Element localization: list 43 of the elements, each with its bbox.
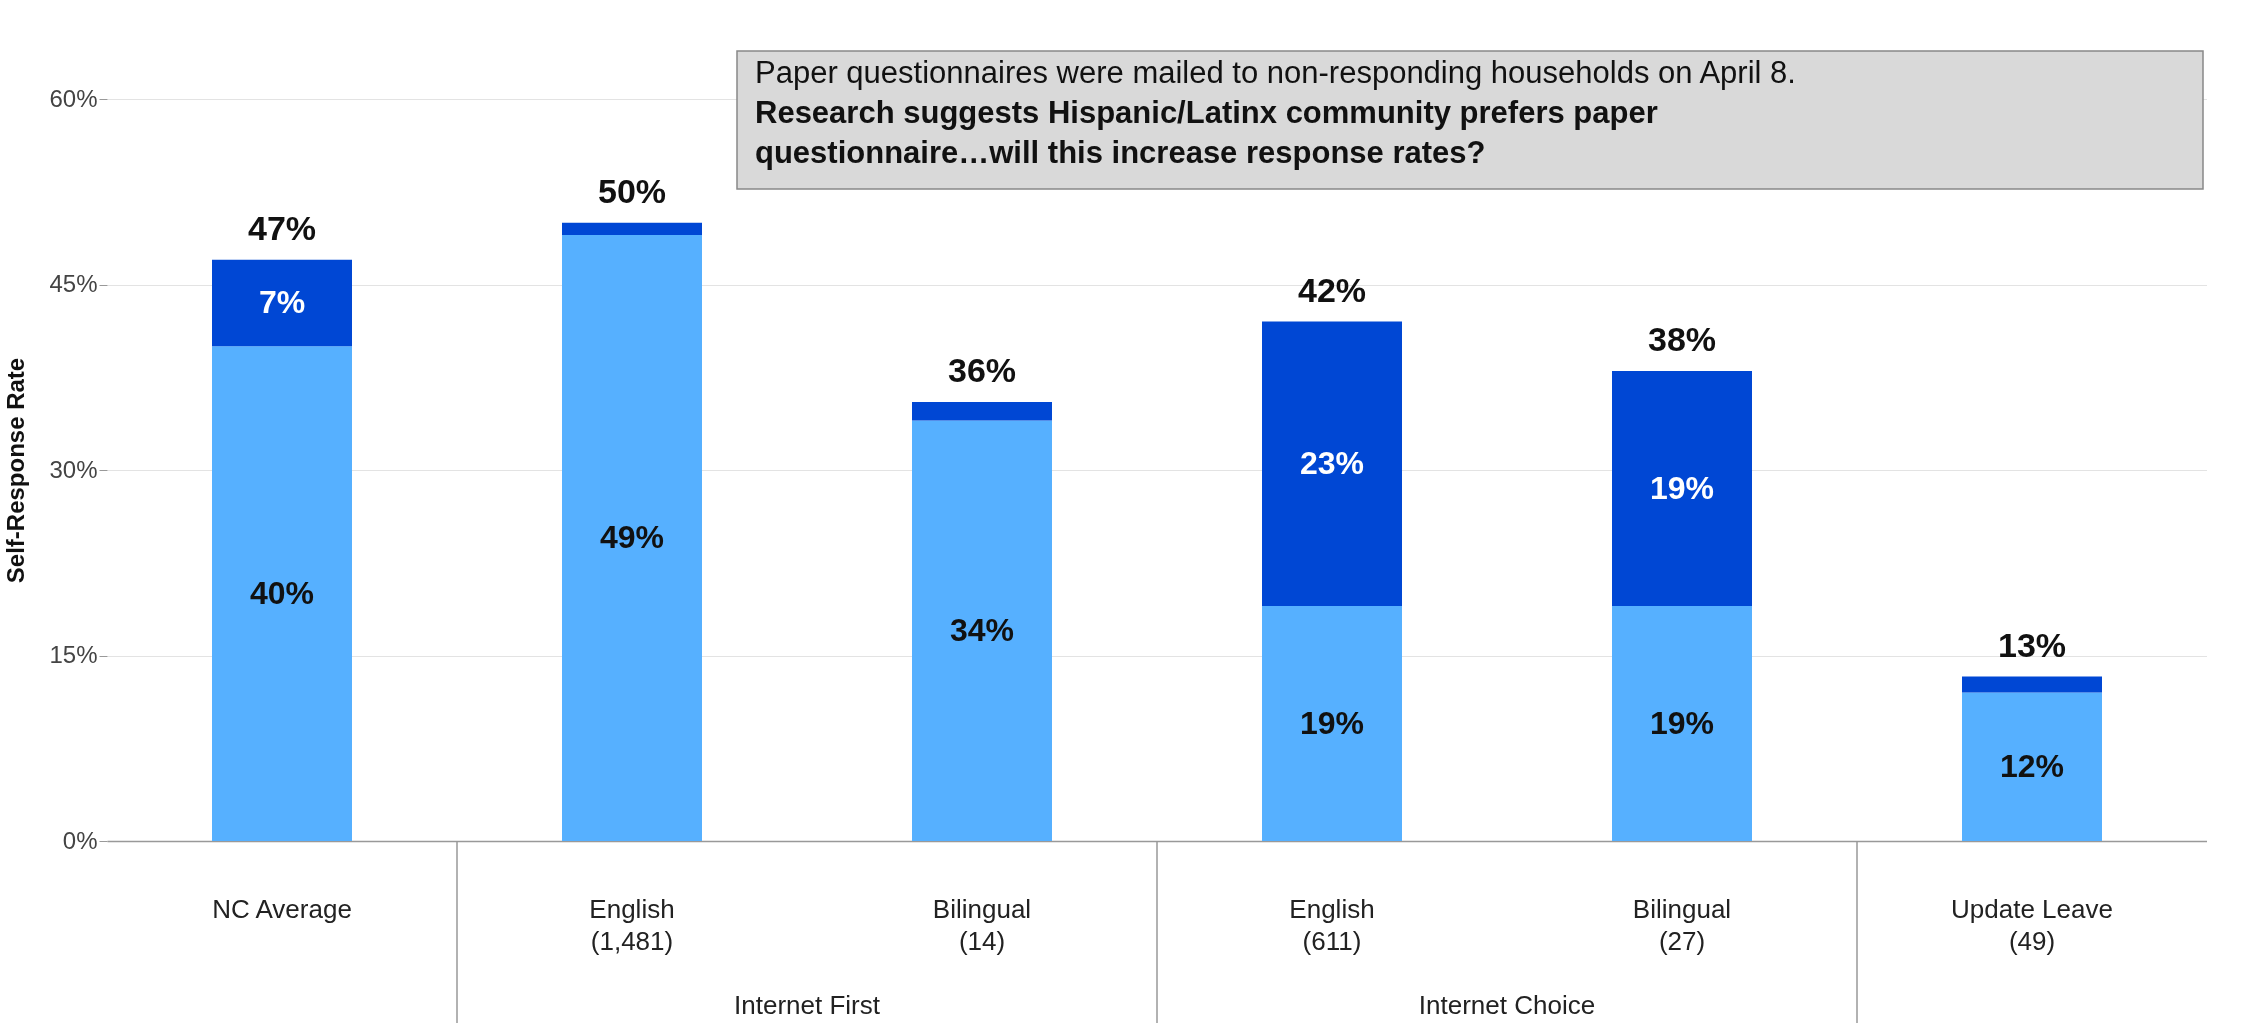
total-label: 47% [247, 208, 317, 247]
bar [1962, 692, 2102, 841]
y-tick-label: 60% [49, 84, 98, 112]
data-label: 23% [1299, 444, 1365, 481]
x-tick-label: NC Average [212, 893, 352, 924]
x-tick-label: Update Leave (49) [1951, 893, 2113, 956]
total-label: 36% [947, 350, 1017, 389]
text: Paper questionnaires were mailed to non-responding households on April 8. [755, 55, 1796, 90]
data-label: 49% [599, 519, 665, 556]
data-label: 19% [1649, 704, 1715, 741]
y-tick-label: 15% [49, 641, 98, 668]
bar [1262, 606, 1402, 841]
bar [212, 346, 352, 841]
bar [212, 259, 352, 347]
y-axis-title: Self-Response Rate [2, 357, 30, 584]
total-label: 38% [1647, 320, 1717, 359]
bar [912, 420, 1052, 841]
data-label: 19% [1649, 469, 1715, 506]
data-label: 40% [249, 574, 315, 611]
x-tick-label: Bilingual (14) [932, 893, 1032, 956]
bar [912, 401, 1052, 421]
bar [562, 235, 702, 841]
bar [1612, 606, 1752, 841]
data-label: 7% [258, 284, 306, 321]
total-label: 50% [597, 171, 667, 210]
data-label: 19% [1299, 704, 1365, 741]
y-tick-label: 30% [49, 455, 98, 483]
bar [1612, 371, 1752, 607]
y-tick-label: 45% [49, 270, 98, 297]
x-tick-label: English (611) [1289, 893, 1375, 956]
total-label: 13% [1997, 625, 2067, 664]
data-label: 12% [1999, 747, 2065, 784]
annotation: Research suggests Hispanic/Latinx community prefers paper questionnaire…will this increase response rates? [755, 95, 1658, 170]
bar [1962, 676, 2102, 693]
text: Internet Choice [1418, 990, 1596, 1020]
data-label: 34% [949, 611, 1015, 648]
text: Internet First [734, 990, 881, 1020]
bar [1262, 321, 1402, 607]
x-tick-label: Bilingual (27) [1632, 893, 1732, 956]
total-label: 42% [1297, 270, 1367, 309]
bar [562, 222, 702, 236]
y-tick-label: 0% [62, 826, 98, 854]
x-tick-label: English (1,481) [589, 893, 675, 956]
